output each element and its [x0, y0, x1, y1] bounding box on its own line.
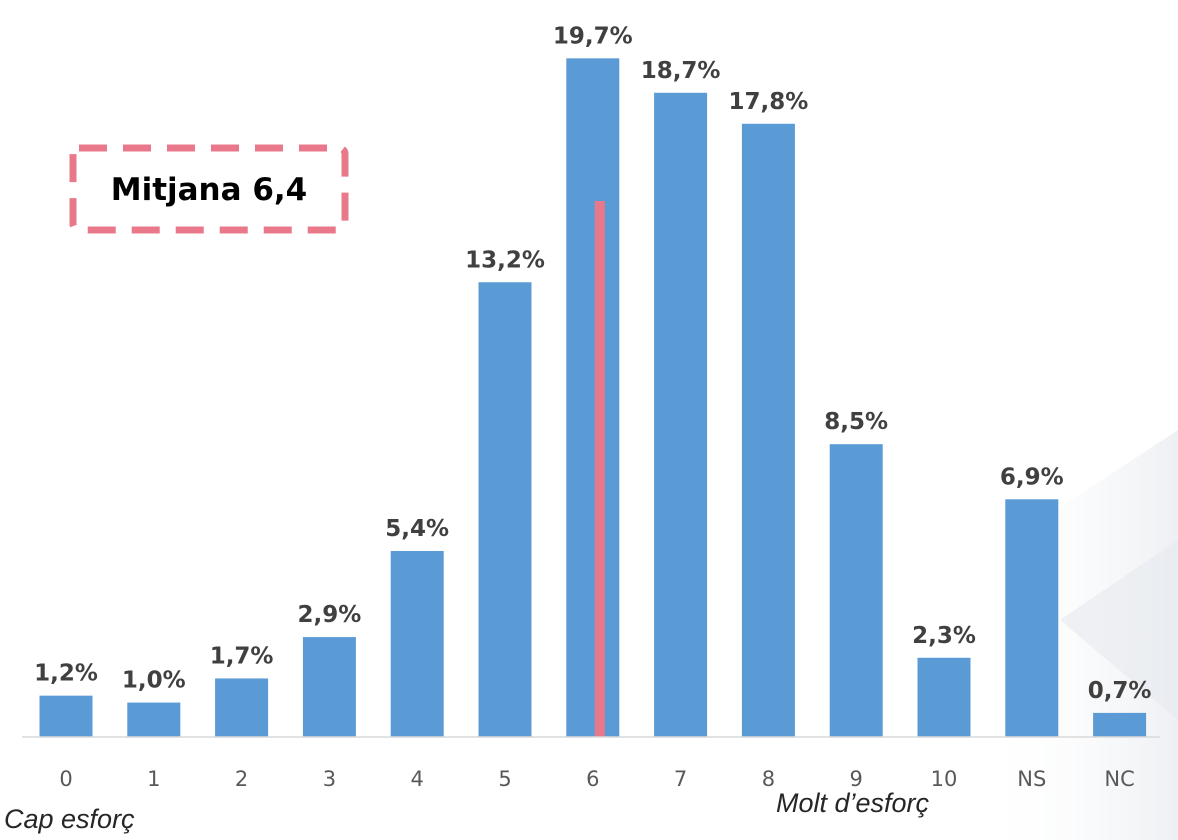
mean-marker-line	[594, 201, 605, 737]
x-tick-label-ns: NS	[1017, 767, 1046, 791]
bar-1	[127, 702, 181, 737]
bar-value-label-3: 2,9%	[298, 602, 362, 628]
bar-value-label-ns: 6,9%	[1000, 464, 1064, 490]
x-tick-label-3: 3	[323, 767, 336, 791]
bar-value-label-0: 1,2%	[34, 661, 98, 687]
bar-value-label-4: 5,4%	[385, 516, 449, 542]
x-tick-label-9: 9	[850, 767, 863, 791]
bar-7	[654, 92, 708, 737]
x-tick-label-4: 4	[411, 767, 424, 791]
bar-ns	[1005, 499, 1059, 737]
ticks-layer: 0 1 2 3 4 5 6 7 8 9 10 NS NC	[59, 767, 1134, 791]
mean-layer	[594, 201, 605, 737]
bar-6	[566, 58, 620, 737]
bar-5	[478, 282, 532, 737]
bar-value-label-8: 17,8%	[729, 89, 809, 115]
mean-annotation-text: Mitjana 6,4	[111, 172, 308, 208]
x-start-label: Cap esforç	[4, 804, 135, 834]
bar-9	[829, 444, 883, 737]
bar-value-label-2: 1,7%	[210, 643, 274, 669]
x-tick-label-nc: NC	[1104, 767, 1134, 791]
x-tick-label-0: 0	[59, 767, 72, 791]
bar-value-label-5: 13,2%	[465, 247, 545, 273]
mean-annotation: Mitjana 6,4	[69, 144, 349, 234]
bar-8	[741, 123, 795, 738]
bar-value-label-9: 8,5%	[824, 409, 888, 435]
bar-0	[39, 695, 93, 737]
bar-value-label-6: 19,7%	[553, 23, 633, 49]
x-tick-label-5: 5	[498, 767, 511, 791]
x-tick-label-1: 1	[147, 767, 160, 791]
mean-annotation-box	[69, 144, 349, 234]
bar-10	[917, 657, 971, 737]
bar-value-label-nc: 0,7%	[1088, 678, 1152, 704]
x-tick-label-6: 6	[586, 767, 599, 791]
bar-value-label-1: 1,0%	[122, 668, 186, 694]
bar-nc	[1093, 712, 1147, 737]
bar-value-label-10: 2,3%	[912, 623, 976, 649]
bar-2	[215, 678, 269, 737]
bars-layer	[39, 58, 1147, 738]
bar-3	[302, 637, 356, 737]
x-tick-label-7: 7	[674, 767, 687, 791]
bar-4	[390, 550, 444, 737]
x-end-label: Molt d’esforç	[776, 788, 930, 818]
labels-layer: 1,2% 1,0% 1,7% 2,9% 5,4% 13,2% 19,7% 18,7% 17,8%…	[34, 23, 1151, 704]
x-tick-label-2: 2	[235, 767, 248, 791]
bar-value-label-7: 18,7%	[641, 58, 721, 84]
x-tick-label-10: 10	[931, 767, 958, 791]
x-tick-label-8: 8	[762, 767, 775, 791]
